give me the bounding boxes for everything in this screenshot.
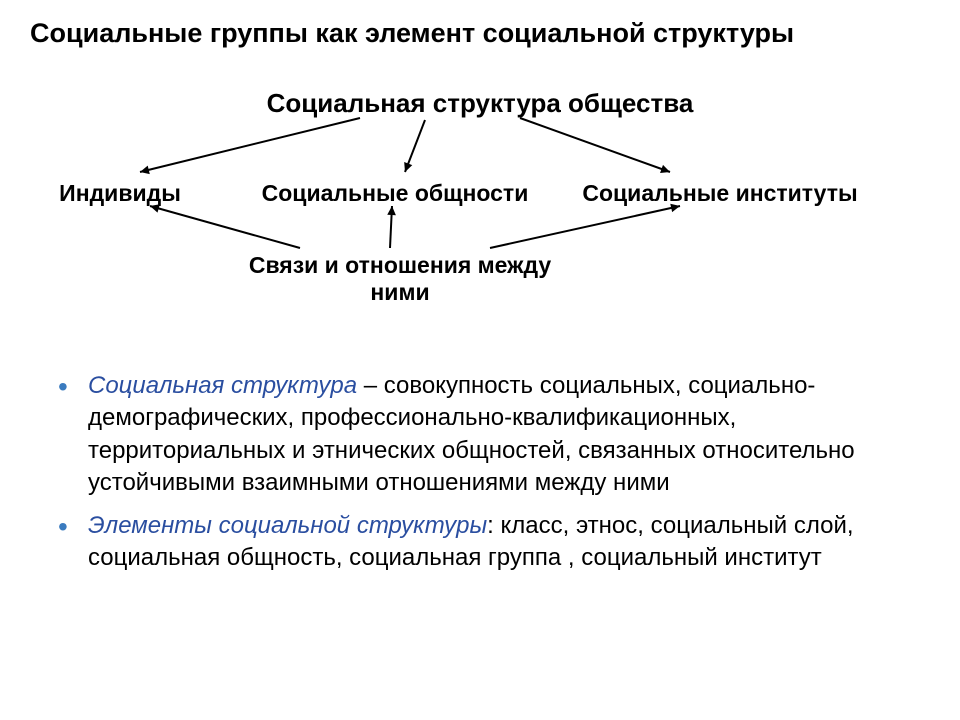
diagram-node-bottom: Связи и отношения между ними	[220, 252, 580, 306]
list-item: Социальная структура – совокупность соци…	[50, 370, 910, 500]
diagram-node-right: Социальные институты	[560, 180, 880, 207]
term-text: Элементы социальной структуры	[88, 512, 487, 539]
slide-title: Социальные группы как элемент социальной…	[30, 18, 794, 49]
bullet-list: Социальная структура – совокупность соци…	[50, 370, 910, 584]
diagram-node-mid: Социальные общности	[245, 180, 545, 207]
diagram-node-left: Индивиды	[40, 180, 200, 207]
list-item: Элементы социальной структуры: класс, эт…	[50, 510, 910, 575]
diagram-node-root: Социальная структура общества	[200, 88, 760, 119]
term-text: Социальная структура	[88, 372, 357, 399]
